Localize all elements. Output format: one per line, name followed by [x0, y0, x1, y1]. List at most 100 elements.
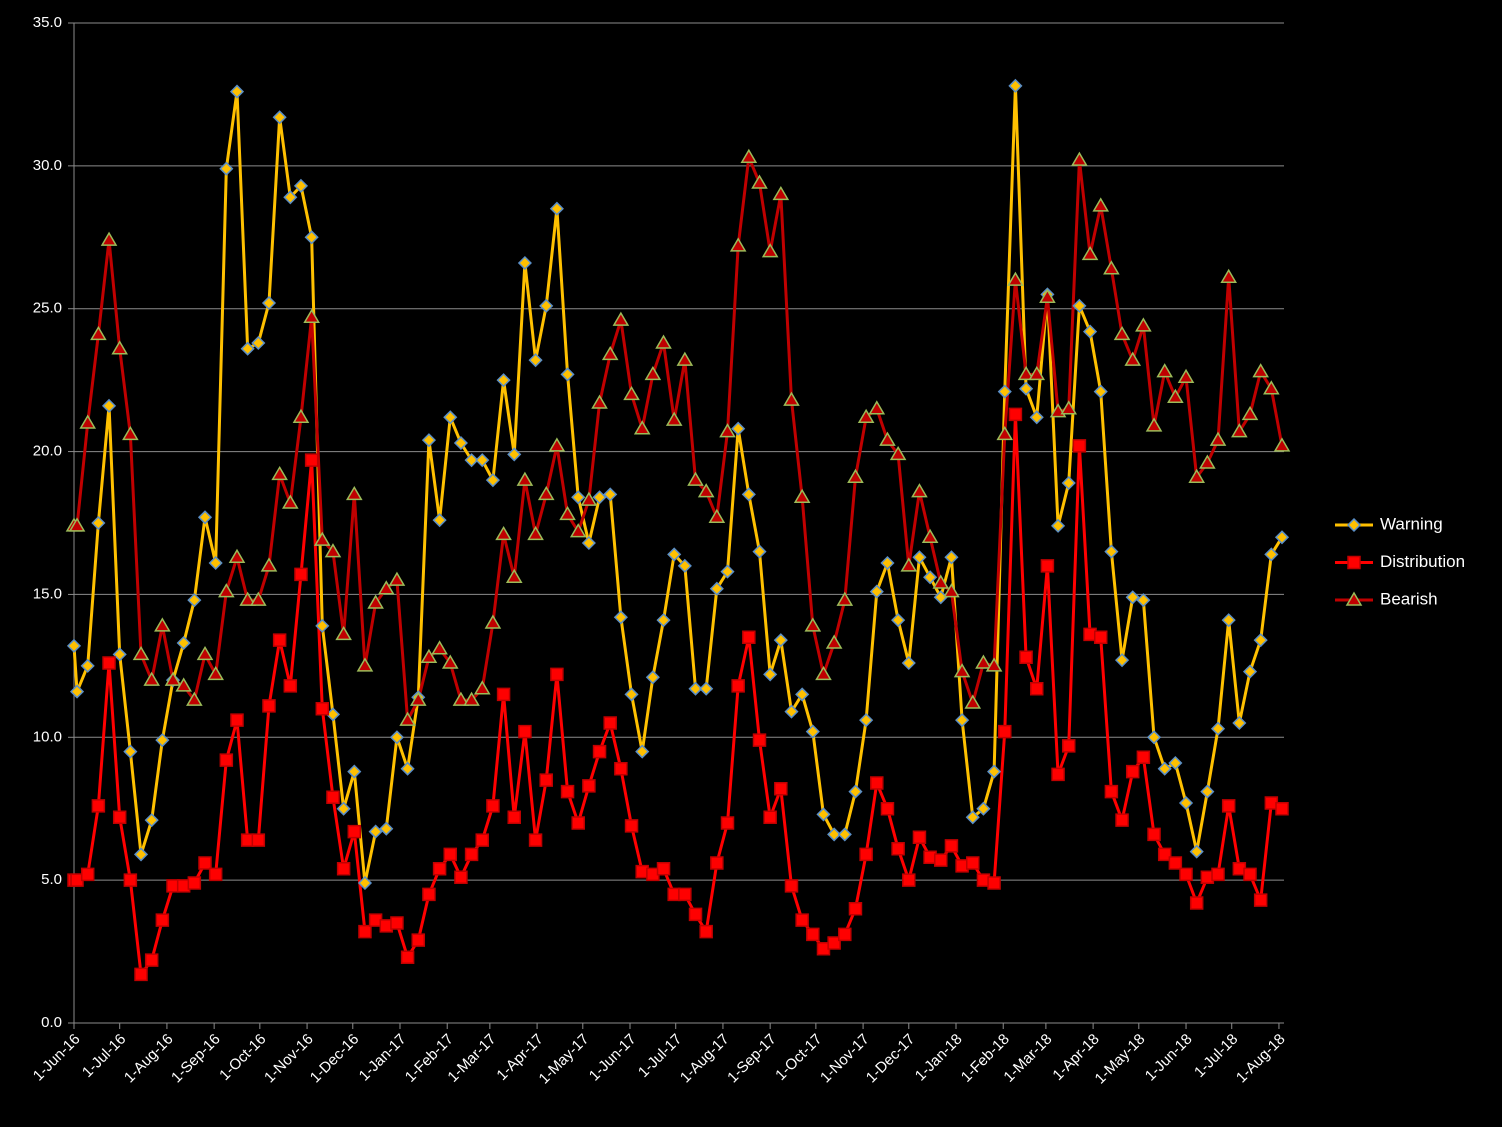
marker	[1200, 784, 1215, 799]
marker	[912, 550, 927, 565]
marker	[1167, 388, 1184, 404]
marker	[804, 617, 822, 632]
marker	[1253, 633, 1268, 648]
marker	[473, 680, 491, 695]
marker	[1178, 795, 1194, 811]
marker	[805, 724, 820, 739]
marker	[859, 847, 873, 862]
marker	[251, 335, 266, 351]
marker	[1220, 268, 1237, 284]
marker	[793, 488, 811, 504]
marker	[1104, 784, 1119, 799]
legend-label: Bearish	[1380, 589, 1438, 608]
marker	[591, 394, 608, 409]
marker	[773, 633, 788, 648]
marker	[69, 684, 85, 699]
marker	[176, 635, 191, 651]
marker	[624, 819, 639, 833]
marker	[326, 790, 340, 805]
marker	[911, 483, 928, 498]
marker	[1103, 260, 1120, 275]
marker	[784, 704, 799, 719]
marker	[463, 691, 480, 706]
marker	[859, 713, 874, 728]
marker	[411, 933, 426, 947]
marker	[847, 468, 864, 484]
marker	[998, 724, 1012, 739]
marker	[421, 433, 436, 448]
marker	[388, 571, 406, 586]
marker	[645, 670, 660, 685]
marker	[112, 647, 127, 662]
marker	[678, 887, 692, 902]
legend-marker	[1345, 591, 1363, 606]
marker	[66, 638, 82, 653]
marker	[1071, 151, 1088, 166]
marker	[1168, 856, 1183, 870]
marker	[549, 201, 564, 216]
marker	[900, 557, 918, 572]
marker	[560, 367, 575, 382]
marker	[1061, 739, 1076, 753]
marker	[816, 807, 831, 822]
marker	[527, 525, 544, 541]
marker	[740, 148, 758, 164]
marker	[228, 548, 246, 564]
marker	[891, 841, 905, 856]
marker	[710, 856, 724, 870]
marker	[219, 753, 234, 767]
marker	[676, 351, 694, 366]
marker	[1264, 547, 1279, 562]
marker	[143, 671, 160, 686]
marker	[1147, 827, 1161, 842]
marker	[1200, 870, 1215, 885]
marker	[869, 584, 884, 599]
marker	[1156, 363, 1174, 378]
marker	[665, 411, 683, 426]
marker	[902, 873, 916, 887]
marker	[453, 435, 468, 451]
marker	[741, 487, 756, 502]
marker	[367, 594, 384, 609]
marker	[1211, 867, 1225, 882]
marker	[528, 353, 543, 368]
marker	[219, 161, 234, 176]
marker	[441, 654, 459, 669]
marker	[772, 185, 790, 201]
marker	[581, 535, 596, 551]
marker	[580, 491, 598, 506]
marker	[122, 425, 139, 441]
marker	[965, 810, 980, 825]
marker	[336, 801, 351, 816]
marker	[208, 867, 223, 882]
marker	[1168, 755, 1183, 771]
marker	[100, 231, 118, 246]
marker	[496, 687, 511, 702]
marker	[495, 525, 512, 541]
marker	[912, 830, 927, 845]
marker	[1072, 439, 1087, 453]
marker	[91, 515, 106, 531]
marker	[603, 716, 617, 730]
marker	[272, 110, 287, 125]
marker	[132, 645, 150, 661]
marker	[827, 936, 841, 950]
marker	[870, 776, 884, 790]
marker	[123, 873, 138, 887]
marker	[518, 724, 532, 739]
marker	[1253, 893, 1268, 907]
marker	[443, 410, 458, 425]
marker	[550, 667, 564, 682]
marker	[944, 550, 959, 565]
marker	[144, 813, 159, 828]
marker	[475, 453, 490, 468]
y-tick-label: 30.0	[33, 157, 62, 174]
marker	[997, 384, 1012, 399]
marker	[431, 640, 448, 655]
marker	[1275, 801, 1289, 816]
marker	[496, 373, 511, 388]
marker	[720, 816, 735, 830]
marker	[1221, 613, 1236, 628]
marker	[953, 663, 971, 678]
marker	[356, 657, 374, 672]
